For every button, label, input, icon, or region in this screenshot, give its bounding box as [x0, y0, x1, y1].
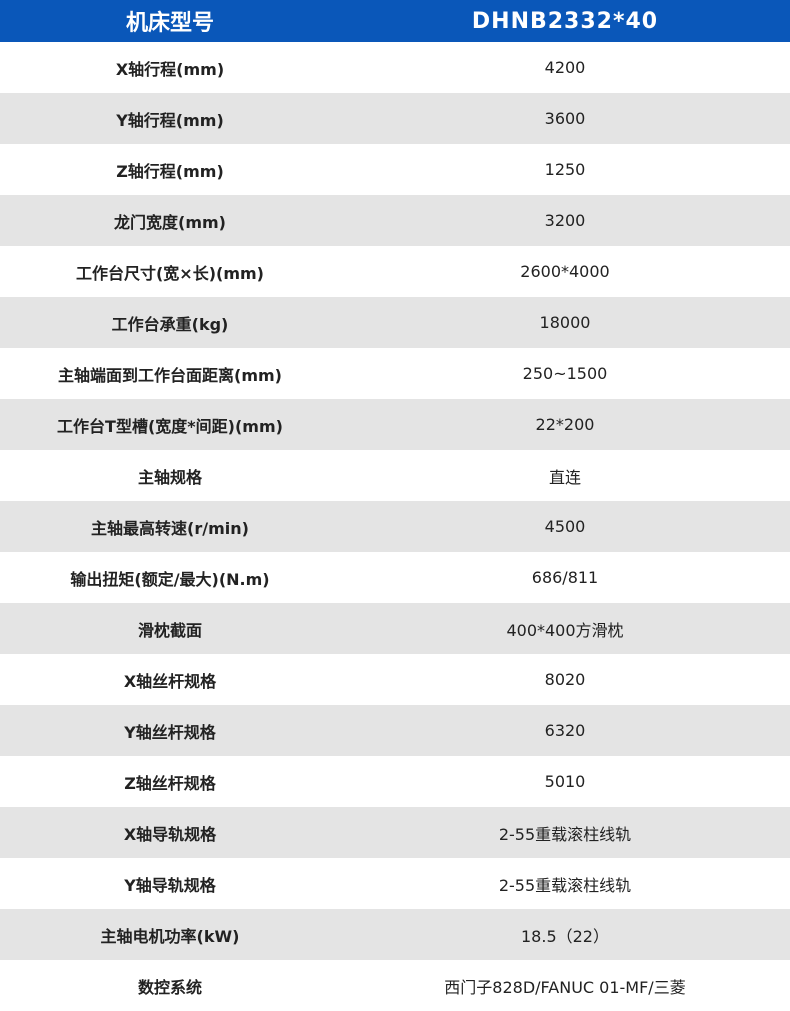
spec-value: 18000: [539, 313, 591, 332]
spec-label: 工作台T型槽(宽度*间距)(mm): [57, 416, 283, 436]
spec-label: 主轴端面到工作台面距离(mm): [58, 365, 282, 385]
spec-label: Z轴丝杆规格: [124, 773, 216, 793]
spec-label: 滑枕截面: [137, 620, 202, 640]
table-row: 滑枕截面 400*400方滑枕: [0, 603, 790, 654]
spec-value: 22*200: [535, 415, 595, 434]
table-row: X轴丝杆规格 8020: [0, 654, 790, 705]
spec-value: 3600: [544, 109, 586, 128]
spec-label: 龙门宽度(mm): [114, 212, 226, 232]
spec-label: X轴导轨规格: [123, 824, 217, 844]
spec-value: 5010: [544, 772, 586, 791]
spec-value: 2-55重载滚柱线轨: [498, 824, 632, 844]
spec-label: X轴丝杆规格: [123, 671, 217, 691]
spec-value: 3200: [544, 211, 586, 230]
spec-value: 西门子828D/FANUC 01-MF/三菱: [444, 977, 686, 997]
table-row: Y轴导轨规格 2-55重载滚柱线轨: [0, 858, 790, 909]
table-row: 工作台尺寸(宽×长)(mm) 2600*4000: [0, 246, 790, 297]
table-row: 主轴端面到工作台面距离(mm) 250~1500: [0, 348, 790, 399]
header-model: DHNB2332*40: [471, 8, 659, 34]
table-row: 工作台T型槽(宽度*间距)(mm) 22*200: [0, 399, 790, 450]
header-label: 机床型号: [125, 11, 214, 36]
spec-value: 18.5（22）: [521, 926, 609, 946]
table-row: 输出扭矩(额定/最大)(N.m) 686/811: [0, 552, 790, 603]
spec-label: 主轴最高转速(r/min): [91, 518, 249, 538]
spec-label: Y轴丝杆规格: [124, 722, 216, 742]
spec-label: X轴行程(mm): [115, 59, 225, 79]
spec-label: Y轴行程(mm): [116, 110, 224, 130]
table-header: 机床型号 DHNB2332*40: [0, 0, 790, 42]
spec-value: 2-55重载滚柱线轨: [498, 875, 632, 895]
spec-value: 4200: [544, 58, 586, 77]
spec-value: 6320: [544, 721, 586, 740]
spec-label: 主轴电机功率(kW): [100, 926, 240, 946]
table-row: 数控系统 西门子828D/FANUC 01-MF/三菱: [0, 960, 790, 1011]
table-row: 工作台承重(kg) 18000: [0, 297, 790, 348]
spec-value: 直连: [548, 467, 581, 487]
table-row: Y轴行程(mm) 3600: [0, 93, 790, 144]
spec-label: Z轴行程(mm): [116, 161, 224, 181]
table-row: 主轴规格 直连: [0, 450, 790, 501]
table-row: Z轴行程(mm) 1250: [0, 144, 790, 195]
spec-table: X轴行程(mm) 4200 Y轴行程(mm) 3600 Z轴行程(mm) 1250 龙门宽度…: [0, 42, 790, 1011]
spec-value: 686/811: [531, 568, 599, 587]
spec-value: 1250: [544, 160, 586, 179]
spec-value: 250~1500: [522, 364, 608, 383]
spec-label: 数控系统: [137, 977, 202, 997]
spec-value: 8020: [544, 670, 586, 689]
spec-value: 4500: [544, 517, 586, 536]
spec-label: 工作台承重(kg): [111, 314, 229, 334]
table-row: Z轴丝杆规格 5010: [0, 756, 790, 807]
spec-label: Y轴导轨规格: [124, 875, 216, 895]
table-row: 龙门宽度(mm) 3200: [0, 195, 790, 246]
spec-value: 400*400方滑枕: [506, 620, 624, 640]
spec-label: 工作台尺寸(宽×长)(mm): [75, 263, 264, 283]
table-row: X轴导轨规格 2-55重载滚柱线轨: [0, 807, 790, 858]
table-row: 主轴电机功率(kW) 18.5（22）: [0, 909, 790, 960]
table-row: X轴行程(mm) 4200: [0, 42, 790, 93]
spec-label: 输出扭矩(额定/最大)(N.m): [70, 569, 270, 589]
table-row: 主轴最高转速(r/min) 4500: [0, 501, 790, 552]
spec-label: 主轴规格: [137, 467, 202, 487]
spec-value: 2600*4000: [520, 262, 610, 281]
table-row: Y轴丝杆规格 6320: [0, 705, 790, 756]
